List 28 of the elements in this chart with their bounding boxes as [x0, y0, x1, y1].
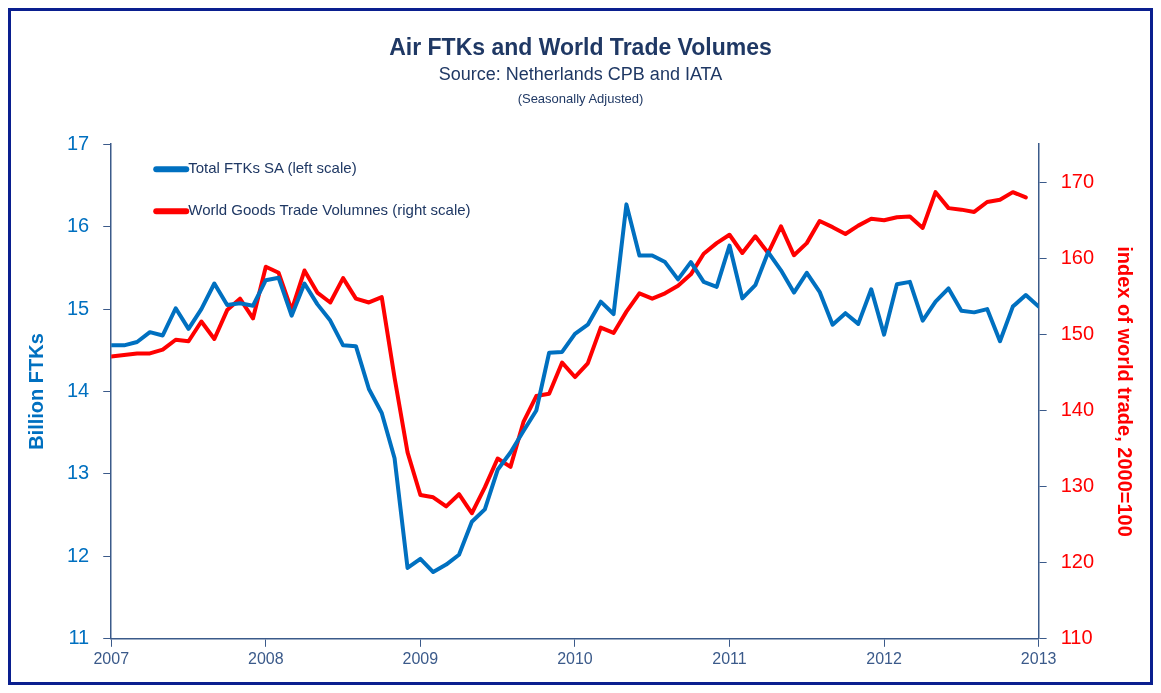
chart-title: Air FTKs and World Trade Volumes: [389, 34, 772, 61]
y2-axis-title: index of world trade, 2000=100: [1114, 246, 1137, 537]
y-axis-title: Billion FTKs: [24, 333, 47, 450]
chart-subtitle: Source: Netherlands CPB and IATA: [438, 64, 723, 85]
y-tick-label: 13: [67, 461, 90, 484]
x-tick-label: 2012: [866, 649, 902, 667]
y2-tick-label: 160: [1060, 245, 1095, 268]
y-tick-label: 11: [68, 626, 90, 649]
y2-tick-label: 110: [1060, 626, 1093, 649]
x-tick-label: 2011: [712, 649, 747, 667]
x-tick-label: 2007: [93, 649, 130, 667]
y-tick-label: 15: [67, 296, 90, 319]
y2-tick-label: 150: [1060, 321, 1095, 344]
y2-tick-label: 130: [1060, 474, 1095, 497]
x-tick-label: 2013: [1020, 649, 1057, 667]
y2-tick-label: 170: [1060, 169, 1095, 192]
y-tick-label: 14: [67, 379, 90, 402]
x-tick-label: 2010: [557, 649, 593, 667]
y-tick-label: 12: [67, 543, 90, 566]
legend-label: Total FTKs SA (left scale): [188, 159, 357, 177]
text: (Seasonally Adjusted): [517, 90, 644, 106]
x-tick-label: 2009: [402, 649, 439, 667]
y2-tick-label: 140: [1060, 398, 1095, 421]
y-tick-label: 17: [67, 131, 90, 154]
x-tick-label: 2008: [248, 649, 284, 667]
legend-label: World Goods Trade Volumnes (right scale): [188, 201, 471, 219]
y-tick-label: 16: [67, 214, 90, 237]
y2-tick-label: 120: [1060, 550, 1095, 573]
